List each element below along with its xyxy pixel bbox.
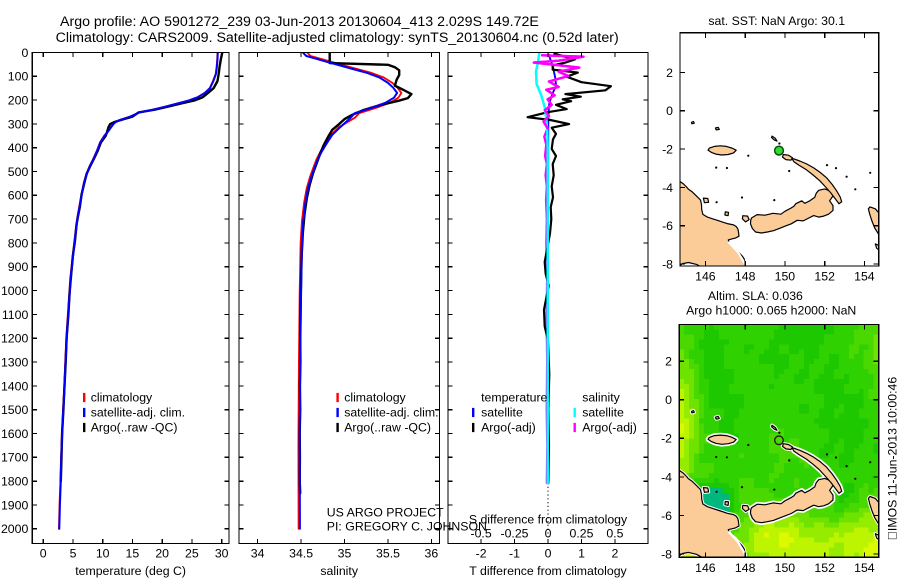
svg-text:sat. SST: NaN Argo: 30.1: sat. SST: NaN Argo: 30.1 xyxy=(708,14,845,28)
svg-text:PI: GREGORY C. JOHNSON: PI: GREGORY C. JOHNSON xyxy=(327,519,487,533)
svg-text:-4: -4 xyxy=(662,181,673,195)
svg-text:-2: -2 xyxy=(661,432,672,446)
svg-text:Climatology: CARS2009. Satelli: Climatology: CARS2009. Satellite-adjuste… xyxy=(56,30,619,46)
svg-text:100: 100 xyxy=(8,70,29,84)
svg-text:25: 25 xyxy=(185,547,199,561)
svg-text:T difference from climatology: T difference from climatology xyxy=(469,564,627,578)
svg-text:148: 148 xyxy=(735,270,756,284)
svg-text:-1: -1 xyxy=(509,547,520,561)
svg-text:154: 154 xyxy=(854,270,875,284)
svg-text:2: 2 xyxy=(665,355,672,369)
svg-text:600: 600 xyxy=(8,189,29,203)
svg-text:35: 35 xyxy=(338,547,352,561)
svg-text:300: 300 xyxy=(8,117,29,131)
svg-text:150: 150 xyxy=(775,561,796,575)
svg-text:152: 152 xyxy=(814,561,835,575)
svg-text:-0.25: -0.25 xyxy=(500,527,528,541)
svg-text:20: 20 xyxy=(155,547,169,561)
svg-text:1900: 1900 xyxy=(1,498,29,512)
svg-text:2: 2 xyxy=(666,66,673,80)
svg-text:Altim. SLA: 0.036: Altim. SLA: 0.036 xyxy=(708,289,803,303)
svg-text:146: 146 xyxy=(695,270,716,284)
svg-text:-6: -6 xyxy=(661,509,672,523)
svg-text:0: 0 xyxy=(665,393,672,407)
svg-text:-6: -6 xyxy=(662,219,673,233)
svg-text:1400: 1400 xyxy=(1,379,29,393)
svg-text:900: 900 xyxy=(8,260,29,274)
svg-text:10: 10 xyxy=(96,547,110,561)
svg-text:-0.5: -0.5 xyxy=(470,527,491,541)
svg-text:Argo(-adj): Argo(-adj) xyxy=(481,421,536,435)
svg-text:1100: 1100 xyxy=(2,308,29,322)
svg-text:200: 200 xyxy=(8,93,29,107)
svg-text:500: 500 xyxy=(8,165,29,179)
svg-text:5: 5 xyxy=(70,547,77,561)
svg-text:temperature: temperature xyxy=(481,391,547,405)
svg-text:salinity: salinity xyxy=(582,391,620,405)
svg-text:0: 0 xyxy=(21,46,28,60)
svg-text:146: 146 xyxy=(695,561,716,575)
svg-text:1700: 1700 xyxy=(1,451,29,465)
svg-text:700: 700 xyxy=(8,213,29,227)
svg-text:0.5: 0.5 xyxy=(606,527,623,541)
svg-text:15: 15 xyxy=(126,547,140,561)
svg-text:-8: -8 xyxy=(661,547,672,561)
svg-text:satellite: satellite xyxy=(481,406,523,420)
svg-text:IMOS 11-Jun-2013 10:00:46: IMOS 11-Jun-2013 10:00:46 xyxy=(886,377,900,541)
svg-text:150: 150 xyxy=(775,270,796,284)
svg-text:2: 2 xyxy=(611,547,618,561)
svg-text:800: 800 xyxy=(8,236,29,250)
svg-text:400: 400 xyxy=(8,141,29,155)
svg-text:Argo h1000: 0.065 h2000: NaN: Argo h1000: 0.065 h2000: NaN xyxy=(686,304,856,318)
svg-text:35.5: 35.5 xyxy=(376,547,400,561)
svg-text:-2: -2 xyxy=(662,143,673,157)
svg-text:-2: -2 xyxy=(476,547,487,561)
svg-text:1500: 1500 xyxy=(1,403,29,417)
svg-text:US ARGO PROJECT: US ARGO PROJECT xyxy=(327,505,444,519)
svg-text:Argo(-adj): Argo(-adj) xyxy=(582,421,637,435)
svg-text:Argo(..raw -QC): Argo(..raw -QC) xyxy=(91,421,178,435)
svg-text:temperature (deg C): temperature (deg C) xyxy=(75,564,186,578)
svg-text:S difference from climatology: S difference from climatology xyxy=(469,513,628,527)
svg-text:36: 36 xyxy=(425,547,439,561)
svg-text:0.25: 0.25 xyxy=(570,527,594,541)
svg-text:Argo profile: AO 5901272_239 0: Argo profile: AO 5901272_239 03-Jun-2013… xyxy=(60,14,539,30)
svg-text:satellite-adj. clim.: satellite-adj. clim. xyxy=(344,406,438,420)
svg-text:148: 148 xyxy=(735,561,756,575)
svg-text:30: 30 xyxy=(215,547,229,561)
svg-text:Argo(..raw -QC): Argo(..raw -QC) xyxy=(344,421,431,435)
svg-text:0: 0 xyxy=(40,547,47,561)
svg-text:climatology: climatology xyxy=(344,391,406,405)
svg-text:2000: 2000 xyxy=(1,522,29,536)
svg-text:152: 152 xyxy=(814,270,835,284)
svg-text:satellite: satellite xyxy=(582,406,624,420)
svg-text:1300: 1300 xyxy=(1,356,29,370)
svg-text:0: 0 xyxy=(545,547,552,561)
svg-text:1200: 1200 xyxy=(1,332,29,346)
svg-text:-4: -4 xyxy=(661,470,672,484)
svg-text:salinity: salinity xyxy=(320,564,358,578)
svg-text:satellite-adj. clim.: satellite-adj. clim. xyxy=(91,406,185,420)
svg-text:0: 0 xyxy=(666,104,673,118)
svg-text:34.5: 34.5 xyxy=(289,547,313,561)
svg-text:1000: 1000 xyxy=(1,284,29,298)
svg-text:154: 154 xyxy=(854,561,875,575)
svg-text:-8: -8 xyxy=(662,257,673,271)
svg-text:34: 34 xyxy=(251,547,265,561)
svg-text:climatology: climatology xyxy=(91,391,153,405)
svg-text:0: 0 xyxy=(545,527,552,541)
svg-text:1800: 1800 xyxy=(1,475,29,489)
svg-text:1600: 1600 xyxy=(1,427,29,441)
svg-text:1: 1 xyxy=(578,547,585,561)
